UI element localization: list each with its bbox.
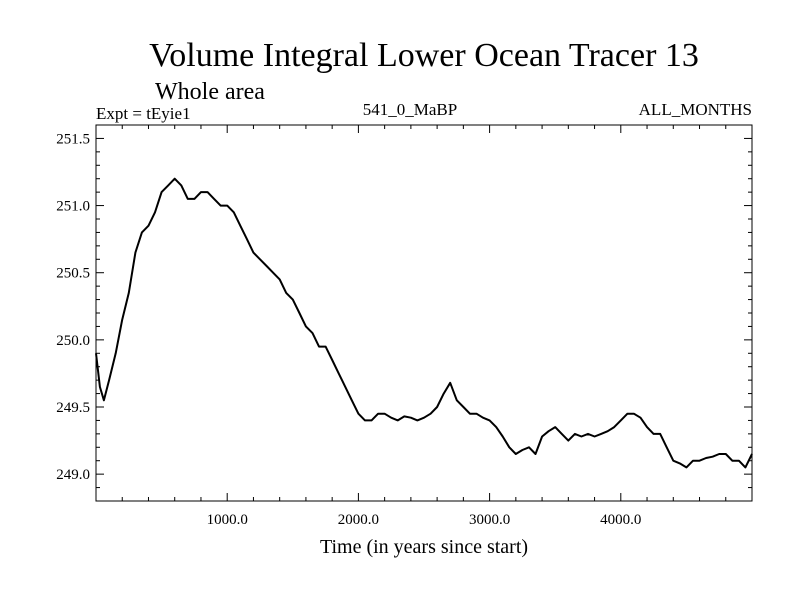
- x-tick-label: 3000.0: [469, 512, 510, 528]
- expt-label: Expt = tEyie1: [96, 104, 191, 123]
- x-tick-label: 4000.0: [600, 512, 641, 528]
- y-tick-label: 249.0: [56, 467, 90, 483]
- series-layer: [95, 177, 753, 469]
- right-label: ALL_MONTHS: [639, 100, 752, 119]
- y-tick-label: 251.5: [56, 131, 90, 147]
- center-label: 541_0_MaBP: [363, 100, 457, 119]
- y-axis: 249.0 249.5 250.0 250.5 251.0 251.5: [56, 124, 752, 502]
- series-line-tEyie1: [95, 177, 753, 469]
- y-tick-label: 250.5: [56, 266, 90, 282]
- x-axis-label: Time (in years since start): [320, 536, 528, 558]
- x-tick-label: 2000.0: [338, 512, 379, 528]
- plot-frame: [95, 124, 753, 502]
- x-axis: 1000.0 2000.0 3000.0 4000.0: [121, 125, 727, 528]
- y-tick-label: 250.0: [56, 333, 90, 349]
- chart-subtitle: Whole area: [155, 79, 265, 105]
- chart-title: Volume Integral Lower Ocean Tracer 13: [149, 37, 699, 74]
- y-tick-label: 249.5: [56, 400, 90, 416]
- x-tick-label: 1000.0: [207, 512, 248, 528]
- y-tick-label: 251.0: [56, 199, 90, 215]
